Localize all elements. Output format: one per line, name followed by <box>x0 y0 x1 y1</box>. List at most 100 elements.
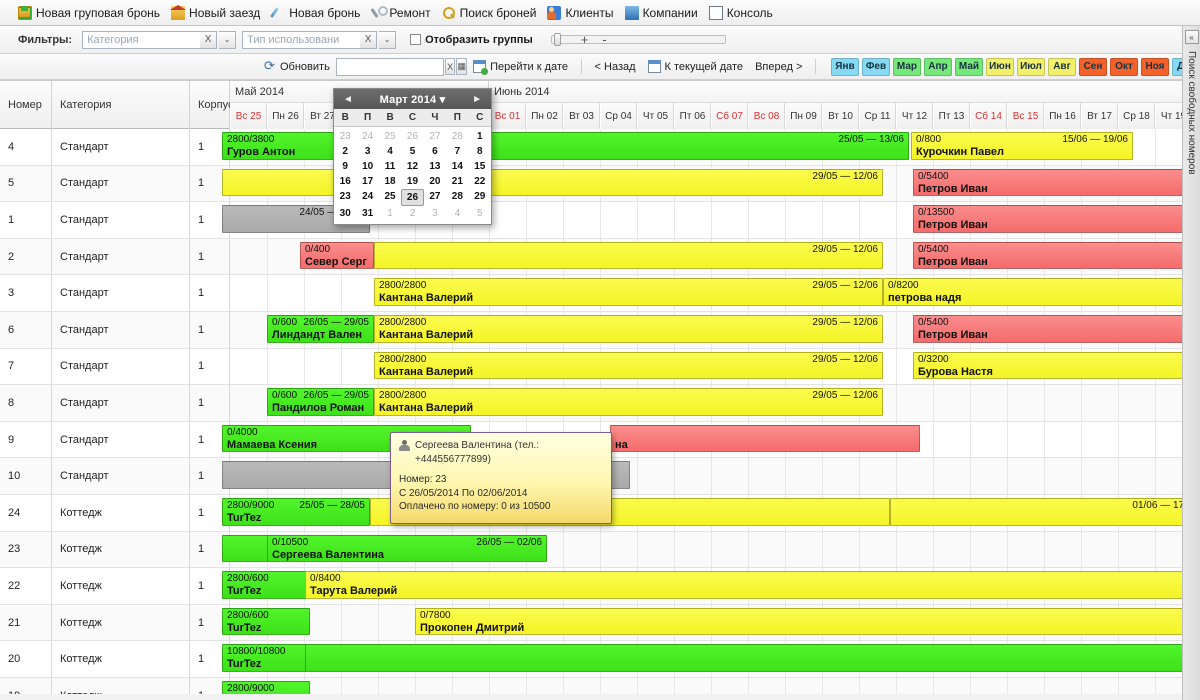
day-column-header-18[interactable]: Чт 12 <box>896 103 933 129</box>
day-column-header-13[interactable]: Сб 07 <box>711 103 748 129</box>
calendar-day-20[interactable]: 20 <box>429 176 441 187</box>
menu-item-6[interactable]: Клиенты <box>543 4 620 22</box>
booking-bar[interactable]: 2800/2800 29/05 — 12/06 Кантана Валерий <box>374 351 883 380</box>
booking-bar[interactable]: на <box>610 424 920 453</box>
calendar-day-1[interactable]: 1 <box>477 131 483 142</box>
booking-bar[interactable]: 01/06 — 17/06 <box>890 498 1182 526</box>
calendar-day-23[interactable]: 23 <box>339 191 351 202</box>
row-day-cells[interactable]: 2800/600 TurTez 0/8400 Тарута Валерий <box>222 568 1182 604</box>
booking-bar[interactable]: 0/8400 Тарута Валерий <box>305 571 1182 599</box>
show-groups-box-icon[interactable] <box>410 34 422 45</box>
row-day-cells[interactable]: 0/4000 Мамаева Ксения на <box>222 421 1182 458</box>
calendar-day-26[interactable]: 26 <box>401 189 424 206</box>
category-chevron-down-icon[interactable]: ⌄ <box>219 30 237 49</box>
day-column-header-21[interactable]: Вс 15 <box>1007 103 1044 129</box>
row-day-cells[interactable] <box>222 458 1182 494</box>
day-column-header-9[interactable]: Вт 03 <box>563 103 600 129</box>
menu-item-5[interactable]: Поиск броней <box>438 4 544 22</box>
goto-date-button[interactable]: Перейти к дате <box>467 58 574 75</box>
date-clear-icon[interactable]: X <box>444 58 456 75</box>
booking-bar[interactable]: 10800/10800 TurTez <box>222 644 310 672</box>
row-day-cells[interactable]: 2800/2800 29/05 — 12/06 Кантана Валерий 0/3… <box>230 348 1182 385</box>
calendar-day-26[interactable]: 26 <box>406 131 419 142</box>
calendar-day-5[interactable]: 5 <box>409 146 416 157</box>
row-day-cells[interactable]: 2800/2800 29/05 — 12/06 Кантана Валерий 0/8… <box>230 275 1182 311</box>
calendar-day-3[interactable]: 3 <box>432 208 438 219</box>
day-column-header-25[interactable]: Чт 19 <box>1155 103 1182 129</box>
booking-bar[interactable]: 29/05 — 12/06 <box>222 168 883 197</box>
table-row[interactable]: 21 Коттедж 1 2800/600 TurTez 0/7800 Прокопен Д… <box>0 604 1182 642</box>
row-day-cells[interactable]: 0/600 26/05 — 29/05 Пандилов Роман 2800/280… <box>230 385 1182 421</box>
month-button-июл[interactable]: Июл <box>1016 57 1045 76</box>
calendar-day-25[interactable]: 25 <box>384 191 396 202</box>
row-day-cells[interactable]: 2800/600 TurTez 0/7800 Прокопен Дмитрий <box>222 604 1182 641</box>
month-button-ноя[interactable]: Ноя <box>1140 57 1169 76</box>
table-row[interactable]: 20 Коттедж 1 10800/10800 TurTez <box>0 641 1182 678</box>
collapse-rail-button[interactable]: « <box>1184 30 1199 44</box>
booking-bar[interactable]: 0/7800 Прокопен Дмитрий <box>415 607 1182 636</box>
row-day-cells[interactable]: 10800/10800 TurTez <box>222 641 1182 677</box>
booking-bar[interactable]: 0/400 Север Серг <box>300 241 374 270</box>
category-filter[interactable]: X ⌄ <box>82 30 237 49</box>
table-row[interactable]: 4 Стандарт 1 2800/3800 Гуров Антон 25/05 — 13… <box>0 129 1182 166</box>
booking-bar[interactable]: 0/600 26/05 — 29/05 Линдандт Вален <box>267 315 374 343</box>
today-button[interactable]: К текущей дате <box>642 58 750 75</box>
zoom-slider-track[interactable] <box>550 35 726 44</box>
calendar-day-19[interactable]: 19 <box>406 176 419 187</box>
menu-item-3[interactable]: Новая бронь <box>267 4 367 22</box>
row-day-cells[interactable]: 29/05 — 12/06 0/5400 Петров Иван <box>222 165 1182 202</box>
booking-bar[interactable]: 0/8200 петрова надя <box>883 278 1182 306</box>
goto-date-input[interactable] <box>335 57 444 76</box>
usage-type-filter[interactable]: X ⌄ <box>242 30 397 49</box>
booking-bar[interactable]: 0/13500 Петров Иван <box>913 205 1182 233</box>
table-row[interactable]: 7 Стандарт 1 2800/2800 29/05 — 12/06 Кантана … <box>0 348 1182 386</box>
month-button-фев[interactable]: Фев <box>861 57 890 76</box>
free-rooms-search-label[interactable]: Поиск свободных номеров <box>1186 51 1197 175</box>
month-button-апр[interactable]: Апр <box>923 57 952 76</box>
booking-bar[interactable]: 0/600 26/05 — 29/05 Пандилов Роман <box>267 388 374 416</box>
calendar-day-7[interactable]: 7 <box>454 146 461 157</box>
calendar-day-18[interactable]: 18 <box>384 176 396 187</box>
calendar-day-13[interactable]: 13 <box>429 161 441 172</box>
column-header-building[interactable]: Корпус <box>190 81 233 129</box>
month-button-май[interactable]: Май <box>954 57 983 76</box>
day-column-header-15[interactable]: Пн 09 <box>785 103 822 129</box>
month-button-окт[interactable]: Окт <box>1109 57 1138 76</box>
booking-bar[interactable]: 2800/9000 25/05 — 28/05 TurTez <box>222 498 370 526</box>
category-clear-icon[interactable]: X <box>200 30 218 49</box>
refresh-button[interactable]: Обновить <box>258 58 336 75</box>
booking-bar[interactable] <box>305 644 1182 672</box>
calendar-day-23[interactable]: 23 <box>339 131 351 142</box>
usage-chevron-down-icon[interactable]: ⌄ <box>379 30 397 49</box>
calendar-day-4[interactable]: 4 <box>454 208 461 219</box>
date-picker-toggle-icon[interactable]: ▦ <box>456 58 468 75</box>
day-column-header-7[interactable]: Вс 01 <box>489 103 526 129</box>
column-header-number[interactable]: Номер <box>0 81 52 129</box>
day-column-header-19[interactable]: Пт 13 <box>933 103 970 129</box>
month-button-июн[interactable]: Июн <box>985 57 1014 76</box>
calendar-day-28[interactable]: 28 <box>451 191 463 202</box>
calendar-day-9[interactable]: 9 <box>342 161 348 172</box>
day-column-header-23[interactable]: Вт 17 <box>1081 103 1118 129</box>
calendar-day-21[interactable]: 21 <box>451 176 463 187</box>
booking-bar[interactable]: 2800/2800 29/05 — 12/06 Кантана Валерий <box>374 315 883 343</box>
calendar-day-24[interactable]: 24 <box>362 191 374 202</box>
calendar-day-4[interactable]: 4 <box>387 146 393 157</box>
booking-bar[interactable]: 2800/600 TurTez <box>222 607 310 636</box>
booking-bar[interactable]: 29/05 — 12/06 <box>374 241 883 270</box>
calendar-day-24[interactable]: 24 <box>362 131 374 142</box>
row-day-cells[interactable]: 0/10500 26/05 — 02/06 Сергеева Валентина <box>222 531 1182 568</box>
calendar-dropdown-icon[interactable]: ▾ <box>439 93 446 106</box>
calendar-day-6[interactable]: 6 <box>432 146 438 157</box>
day-column-header-1[interactable]: Пн 26 <box>267 103 304 129</box>
day-column-header-10[interactable]: Ср 04 <box>600 103 637 129</box>
usage-clear-icon[interactable]: X <box>360 30 378 49</box>
category-input[interactable] <box>82 30 201 49</box>
calendar-day-25[interactable]: 25 <box>384 131 396 142</box>
booking-bar[interactable]: 0/3200 Бурова Настя <box>913 351 1182 380</box>
row-day-cells[interactable]: 0/400 Север Серг 29/05 — 12/06 0/5400 Петров… <box>230 238 1182 275</box>
calendar-day-29[interactable]: 29 <box>474 191 486 202</box>
calendar-day-11[interactable]: 11 <box>384 161 396 172</box>
